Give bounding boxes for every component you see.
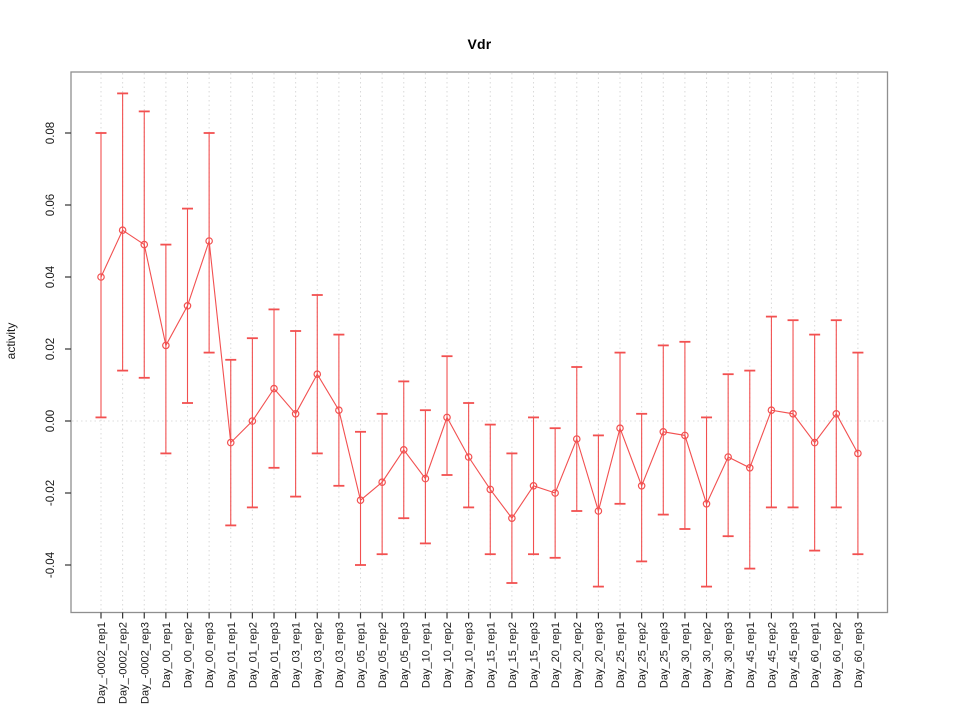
x-tick-label: Day_15_rep3 bbox=[529, 622, 541, 688]
x-tick-label: Day_-0002_rep2 bbox=[118, 622, 130, 704]
x-tick-label: Day_01_rep1 bbox=[226, 622, 238, 688]
series-line bbox=[100, 229, 859, 520]
x-tick-label: Day_00_rep3 bbox=[204, 622, 216, 688]
x-tick-label: Day_05_rep3 bbox=[399, 622, 411, 688]
data-point bbox=[854, 449, 862, 458]
data-point bbox=[594, 507, 603, 515]
data-point bbox=[183, 301, 192, 310]
x-tick-label: Day_-0002_rep3 bbox=[139, 622, 151, 704]
data-point bbox=[724, 453, 732, 461]
y-tick-label: 0.08 bbox=[45, 122, 57, 144]
x-tick-label: Day_10_rep3 bbox=[464, 622, 476, 688]
x-tick-label: Day_45_rep2 bbox=[766, 622, 778, 688]
chart-title: Vdr bbox=[467, 36, 492, 52]
data-point bbox=[659, 427, 668, 436]
x-tick-label: Day_03_rep3 bbox=[334, 622, 346, 688]
data-point bbox=[291, 409, 300, 418]
y-tick-label: -0.04 bbox=[45, 551, 57, 578]
x-tick-label: Day_01_rep2 bbox=[247, 622, 259, 688]
x-tick-label: Day_03_rep2 bbox=[312, 622, 324, 688]
x-tick-label: Day_10_rep1 bbox=[420, 622, 432, 688]
x-tick-label: Day_45_rep3 bbox=[788, 622, 800, 688]
data-point bbox=[248, 417, 257, 425]
data-point bbox=[572, 435, 581, 443]
x-tick-label: Day_25_rep3 bbox=[658, 622, 670, 688]
x-tick-label: Day_00_rep1 bbox=[161, 622, 173, 688]
plot-box bbox=[70, 71, 889, 614]
data-point bbox=[789, 409, 797, 418]
x-tick-label: Day_05_rep1 bbox=[356, 622, 368, 688]
x-tick-label: Day_45_rep1 bbox=[745, 622, 757, 688]
data-point bbox=[97, 273, 105, 281]
x-tick-label: Day_15_rep2 bbox=[507, 622, 519, 688]
x-tick-label: Day_10_rep2 bbox=[442, 622, 454, 688]
x-tick-label: Day_20_rep1 bbox=[550, 622, 562, 688]
x-tick-label: Day_30_rep2 bbox=[702, 622, 714, 688]
data-point bbox=[616, 424, 624, 433]
data-point bbox=[508, 514, 516, 523]
x-tick-label: Day_15_rep1 bbox=[485, 622, 497, 688]
y-tick-label: -0.02 bbox=[45, 480, 57, 506]
x-tick-label: Day_-0002_rep1 bbox=[96, 622, 108, 704]
data-point bbox=[399, 445, 408, 454]
data-point bbox=[162, 341, 170, 350]
x-tick-label: Day_60_rep2 bbox=[831, 622, 843, 688]
x-tick-label: Day_20_rep2 bbox=[572, 622, 584, 688]
x-tick-label: Day_25_rep2 bbox=[637, 622, 649, 688]
data-point bbox=[335, 406, 343, 415]
data-point bbox=[551, 489, 559, 497]
data-point bbox=[810, 438, 819, 447]
x-tick-label: Day_25_rep1 bbox=[615, 622, 627, 688]
y-tick-label: 0.06 bbox=[45, 194, 57, 216]
data-point bbox=[681, 431, 689, 440]
x-tick-label: Day_01_rep3 bbox=[269, 622, 281, 688]
data-point bbox=[421, 474, 430, 483]
data-point bbox=[270, 384, 278, 393]
data-point bbox=[140, 240, 149, 249]
y-tick-label: 0.04 bbox=[45, 265, 57, 288]
data-point bbox=[378, 478, 386, 487]
data-point bbox=[205, 237, 213, 245]
data-point bbox=[529, 481, 538, 490]
data-point bbox=[486, 485, 495, 494]
data-point bbox=[443, 413, 451, 422]
data-point bbox=[832, 409, 841, 418]
x-tick-label: Day_03_rep1 bbox=[291, 622, 303, 688]
x-tick-label: Day_05_rep2 bbox=[377, 622, 389, 688]
y-tick-label: 0.02 bbox=[45, 338, 57, 360]
x-tick-label: Day_60_rep3 bbox=[853, 622, 865, 688]
x-tick-label: Day_00_rep2 bbox=[183, 622, 195, 688]
y-tick-label: 0.00 bbox=[45, 410, 57, 432]
data-point bbox=[118, 226, 127, 235]
data-point bbox=[356, 496, 365, 505]
data-point bbox=[464, 453, 473, 461]
x-tick-label: Day_30_rep3 bbox=[723, 622, 735, 688]
data-point bbox=[226, 438, 235, 447]
data-point bbox=[313, 370, 322, 379]
x-tick-label: Day_20_rep3 bbox=[593, 622, 605, 688]
x-tick-label: Day_60_rep1 bbox=[810, 622, 822, 688]
data-point bbox=[702, 499, 711, 508]
data-point bbox=[745, 463, 754, 472]
x-tick-label: Day_30_rep1 bbox=[680, 622, 692, 688]
data-point bbox=[637, 481, 646, 490]
data-point bbox=[767, 406, 776, 415]
